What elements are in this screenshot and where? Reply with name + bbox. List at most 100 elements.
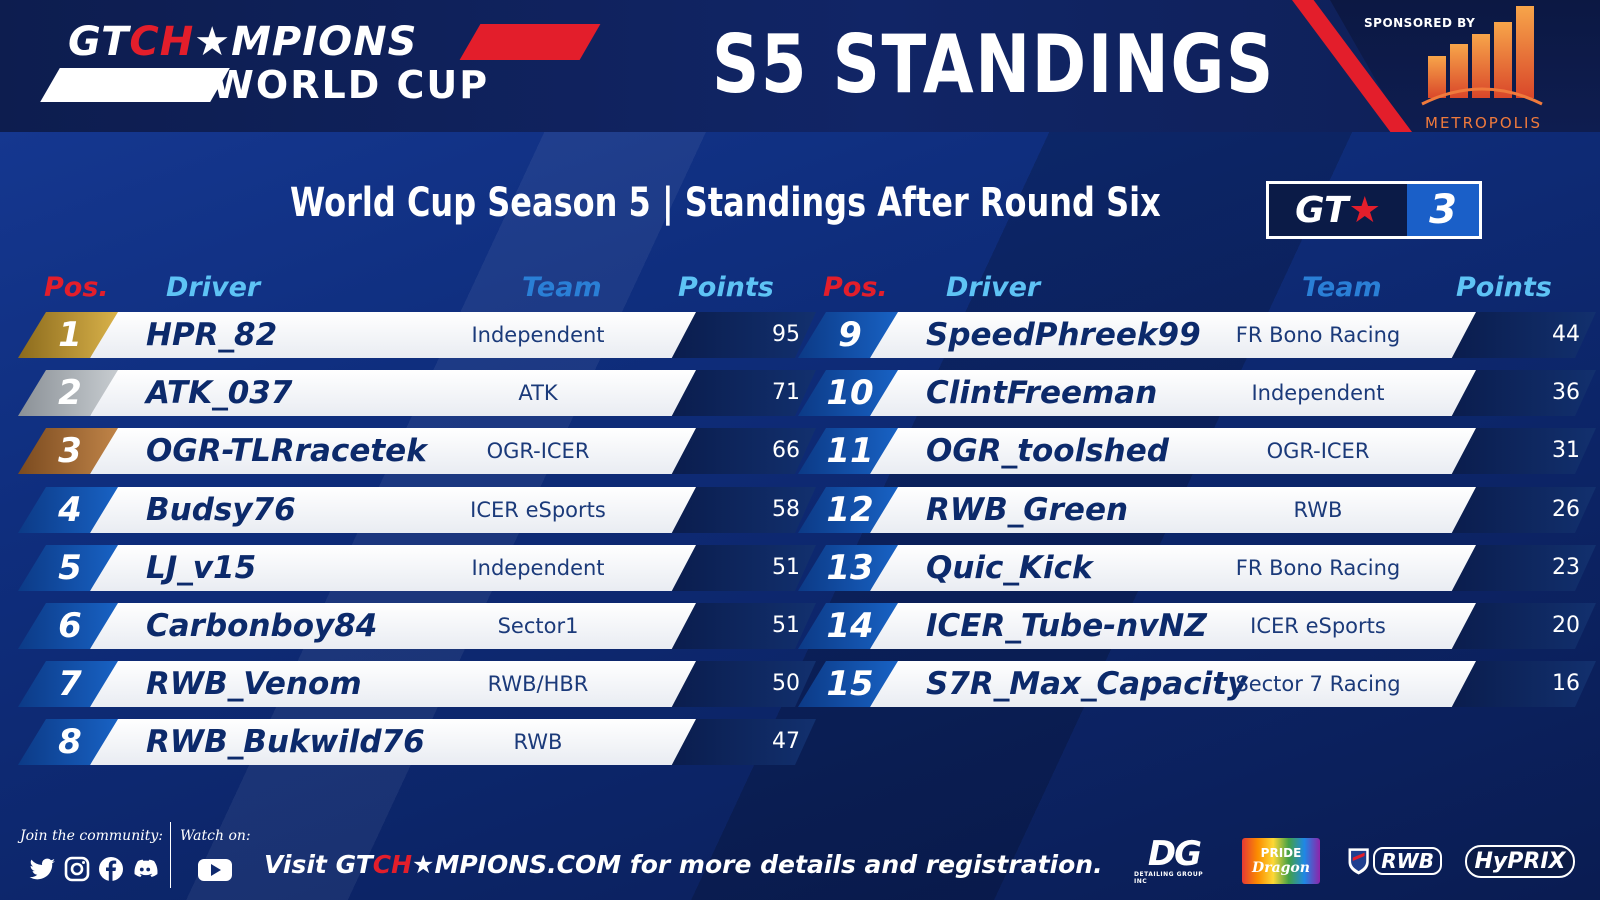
site-rest: MPIONS.COM (434, 850, 622, 879)
site-ch: CH (372, 850, 413, 879)
standings-row: OGR_toolshed OGR-ICER 11 31 (798, 428, 1598, 474)
standings-row: Carbonboy84 Sector1 6 51 (18, 603, 818, 649)
team-name: RWB (513, 730, 563, 754)
team-name: Independent (1251, 381, 1385, 405)
driver-name: ATK_037 (146, 375, 293, 411)
points-value: 66 (772, 438, 800, 463)
points-value: 95 (772, 322, 800, 347)
youtube-icon[interactable] (196, 854, 234, 884)
twitter-icon[interactable] (28, 854, 58, 884)
driver-name: RWB_Bukwild76 (146, 724, 425, 760)
driver-bar: RWB_Venom RWB/HBR (90, 661, 696, 707)
team-name: OGR-ICER (1266, 439, 1370, 463)
position-number: 10 (826, 373, 874, 413)
points-value: 50 (772, 671, 800, 696)
driver-name: Quic_Kick (926, 550, 1093, 586)
driver-name: Carbonboy84 (146, 608, 378, 644)
team-name: Independent (471, 556, 605, 580)
rwb-shield-icon (1348, 848, 1369, 875)
standings-row: RWB_Green RWB 12 26 (798, 487, 1598, 533)
driver-name: RWB_Venom (146, 666, 362, 702)
dg-logo-sub: DETAILING GROUP INC (1134, 871, 1204, 885)
points-value: 44 (1552, 322, 1580, 347)
position-number: 7 (58, 664, 82, 704)
logo-red-bar (459, 24, 601, 60)
rwb-logo-text: RWB (1373, 847, 1442, 875)
logo-ch: CH (129, 19, 195, 65)
driver-bar: Carbonboy84 Sector1 (90, 603, 696, 649)
gt3-class-badge: GT ★ 3 (1266, 181, 1482, 239)
driver-bar: SpeedPhreek99 FR Bono Racing (870, 312, 1476, 358)
driver-name: S7R_Max_Capacity (926, 666, 1248, 702)
driver-name: RWB_Green (926, 492, 1129, 528)
visit-pre: Visit (264, 850, 327, 879)
driver-name: SpeedPhreek99 (926, 317, 1201, 353)
standings-row: ICER_Tube-nvNZ ICER eSports 14 20 (798, 603, 1598, 649)
team-name: FR Bono Racing (1235, 556, 1401, 580)
facebook-icon[interactable] (96, 854, 126, 884)
points-value: 31 (1552, 438, 1580, 463)
position-number: 8 (58, 722, 82, 762)
position-number: 9 (838, 315, 862, 355)
site-star-icon: ★ (412, 850, 435, 879)
website-link[interactable]: GTCH★MPIONS.COM (336, 850, 622, 879)
driver-name: OGR_toolshed (926, 433, 1169, 469)
detailing-group-logo: DG DETAILING GROUP INC (1134, 837, 1214, 885)
sponsored-by-label: SPONSORED BY (1364, 16, 1476, 30)
points-value: 71 (772, 380, 800, 405)
driver-bar: ClintFreeman Independent (870, 370, 1476, 416)
logo-mpions: MPIONS (231, 19, 418, 65)
footer-divider (170, 822, 171, 888)
discord-icon[interactable] (130, 854, 160, 884)
driver-name: Budsy76 (146, 492, 296, 528)
logo-white-bar (40, 68, 230, 102)
logo-gt: GT (68, 19, 130, 65)
standings-row: LJ_v15 Independent 5 51 (18, 545, 818, 591)
team-name: Sector 7 Racing (1235, 672, 1401, 696)
pride-logo-sub: Dragon (1252, 860, 1310, 876)
gt3-badge-gt: GT ★ (1269, 184, 1407, 236)
team-name: OGR-ICER (486, 439, 590, 463)
standings-row: OGR-TLRracetek OGR-ICER 3 66 (18, 428, 818, 474)
points-value: 23 (1552, 555, 1580, 580)
instagram-icon[interactable] (62, 854, 92, 884)
page-title: S5 STANDINGS (712, 18, 1275, 111)
metropolis-buildings-icon (1421, 6, 1543, 106)
pride-logo-text: PRIDE (1260, 846, 1302, 860)
points-value: 26 (1552, 497, 1580, 522)
standings-row: HPR_82 Independent 1 95 (18, 312, 818, 358)
pride-dragon-logo: PRIDE Dragon (1242, 838, 1320, 884)
header-pos-right: Pos. (823, 272, 888, 303)
points-value: 51 (772, 613, 800, 638)
driver-bar: Budsy76 ICER eSports (90, 487, 696, 533)
team-name: RWB/HBR (487, 672, 589, 696)
standings-row: Budsy76 ICER eSports 4 58 (18, 487, 818, 533)
driver-name: OGR-TLRracetek (146, 433, 427, 469)
header-driver-right: Driver (946, 272, 1041, 303)
logo-top-text: GTCH★MPIONS (68, 22, 417, 62)
logo-world-cup: WORLD CUP (212, 63, 490, 107)
position-number: 5 (58, 548, 82, 588)
driver-name: ICER_Tube-nvNZ (926, 608, 1207, 644)
team-name: ICER eSports (1250, 614, 1386, 638)
position-number: 15 (826, 664, 874, 704)
header-team-left: Team (522, 272, 602, 303)
team-name: Sector1 (497, 614, 579, 638)
standings-row: RWB_Bukwild76 RWB 8 47 (18, 719, 818, 765)
subtitle: World Cup Season 5 | Standings After Rou… (290, 180, 1161, 226)
standings-row: SpeedPhreek99 FR Bono Racing 9 44 (798, 312, 1598, 358)
driver-bar: OGR_toolshed OGR-ICER (870, 428, 1476, 474)
driver-bar: Quic_Kick FR Bono Racing (870, 545, 1476, 591)
driver-bar: ICER_Tube-nvNZ ICER eSports (870, 603, 1476, 649)
header-bar (0, 0, 1600, 132)
points-value: 20 (1552, 613, 1580, 638)
header-points-left: Points (678, 272, 774, 303)
gt3-badge-gt-text: GT (1295, 189, 1349, 231)
site-gt: GT (335, 850, 373, 879)
visit-website-text: Visit GTCH★MPIONS.COM for more details a… (264, 850, 1103, 879)
driver-bar: S7R_Max_Capacity Sector 7 Racing (870, 661, 1476, 707)
position-number: 13 (826, 548, 874, 588)
standings-row: RWB_Venom RWB/HBR 7 50 (18, 661, 818, 707)
gt3-badge-number: 3 (1407, 184, 1479, 236)
driver-bar: ATK_037 ATK (90, 370, 696, 416)
